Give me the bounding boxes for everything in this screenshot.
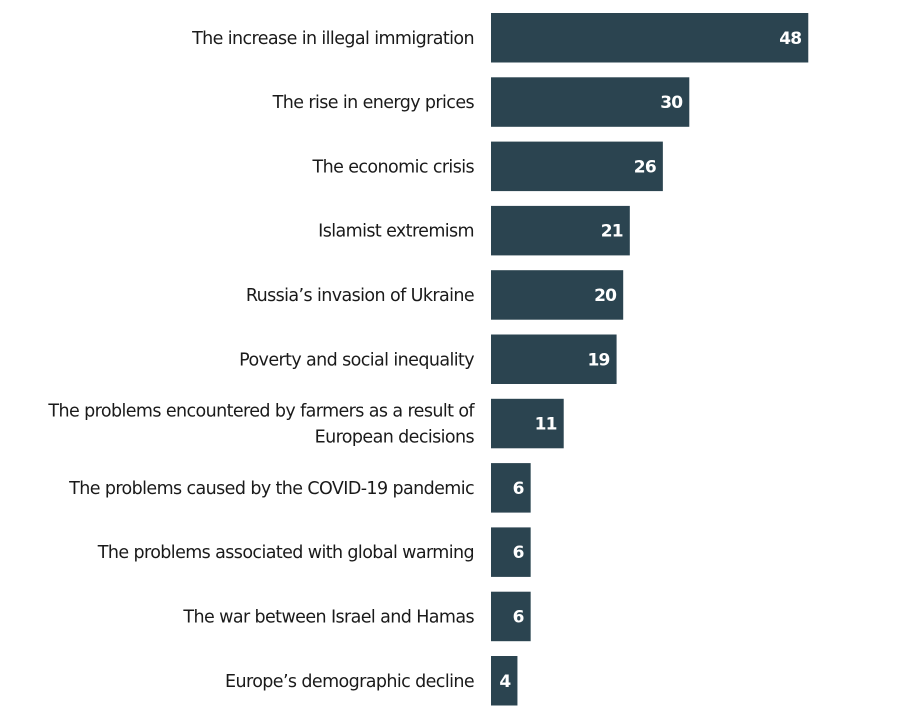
value-labels-group: 48 30 26 21 20 19 11 6 6 6 4 — [499, 29, 802, 692]
value-label-5: 19 — [588, 350, 610, 370]
value-label-6: 11 — [535, 415, 557, 435]
bar-9 — [491, 591, 531, 642]
category-label-line: The increase in illegal immigration — [191, 29, 474, 49]
value-label-1: 30 — [660, 93, 683, 113]
category-label-line: Europe’s demographic decline — [225, 672, 474, 692]
bar-1 — [491, 77, 690, 127]
category-label-line: The problems associated with global warm… — [97, 543, 474, 563]
value-label-0: 48 — [779, 29, 801, 49]
bar-0 — [491, 13, 809, 63]
category-label-line: The war between Israel and Hamas — [182, 607, 474, 627]
category-label-line: Poverty and social inequality — [239, 350, 474, 370]
value-label-4: 20 — [594, 286, 617, 306]
category-label-line: Russia’s invasion of Ukraine — [246, 286, 474, 306]
bar-6 — [491, 398, 564, 449]
category-label-1: The rise in energy prices — [272, 93, 475, 113]
category-label-0: The increase in illegal immigration — [191, 29, 474, 49]
category-label-line: The economic crisis — [312, 157, 475, 177]
category-label-5: Poverty and social inequality — [239, 350, 474, 370]
value-label-8: 6 — [513, 543, 524, 563]
value-label-9: 6 — [513, 607, 524, 627]
bar-5 — [491, 334, 617, 384]
category-label-9: The war between Israel and Hamas — [182, 607, 474, 627]
category-label-line: European decisions — [315, 428, 475, 448]
category-label-4: Russia’s invasion of Ukraine — [246, 286, 474, 306]
category-label-10: Europe’s demographic decline — [225, 672, 474, 692]
value-label-2: 26 — [634, 157, 656, 177]
category-label-line: The problems encountered by farmers as a… — [47, 402, 475, 422]
bar-8 — [491, 527, 531, 577]
category-labels-group: The increase in illegal immigration The r… — [47, 29, 476, 692]
bar-4 — [491, 270, 624, 320]
category-label-2: The economic crisis — [312, 157, 475, 177]
value-label-10: 4 — [499, 672, 511, 692]
category-label-line: The problems caused by the COVID-19 pand… — [68, 479, 474, 499]
bar-2 — [491, 141, 663, 192]
value-label-3: 21 — [601, 222, 623, 242]
bars-group — [491, 13, 809, 706]
value-label-7: 6 — [513, 479, 524, 499]
category-label-line: The rise in energy prices — [272, 93, 475, 113]
category-label-line: Islamist extremism — [318, 222, 474, 242]
category-label-3: Islamist extremism — [318, 222, 474, 242]
bar-10 — [491, 656, 518, 706]
category-label-7: The problems caused by the COVID-19 pand… — [68, 479, 474, 499]
category-label-6: The problems encountered by farmers as a… — [47, 402, 475, 448]
bar-3 — [491, 205, 630, 256]
category-label-8: The problems associated with global warm… — [97, 543, 474, 563]
bar-7 — [491, 463, 531, 513]
